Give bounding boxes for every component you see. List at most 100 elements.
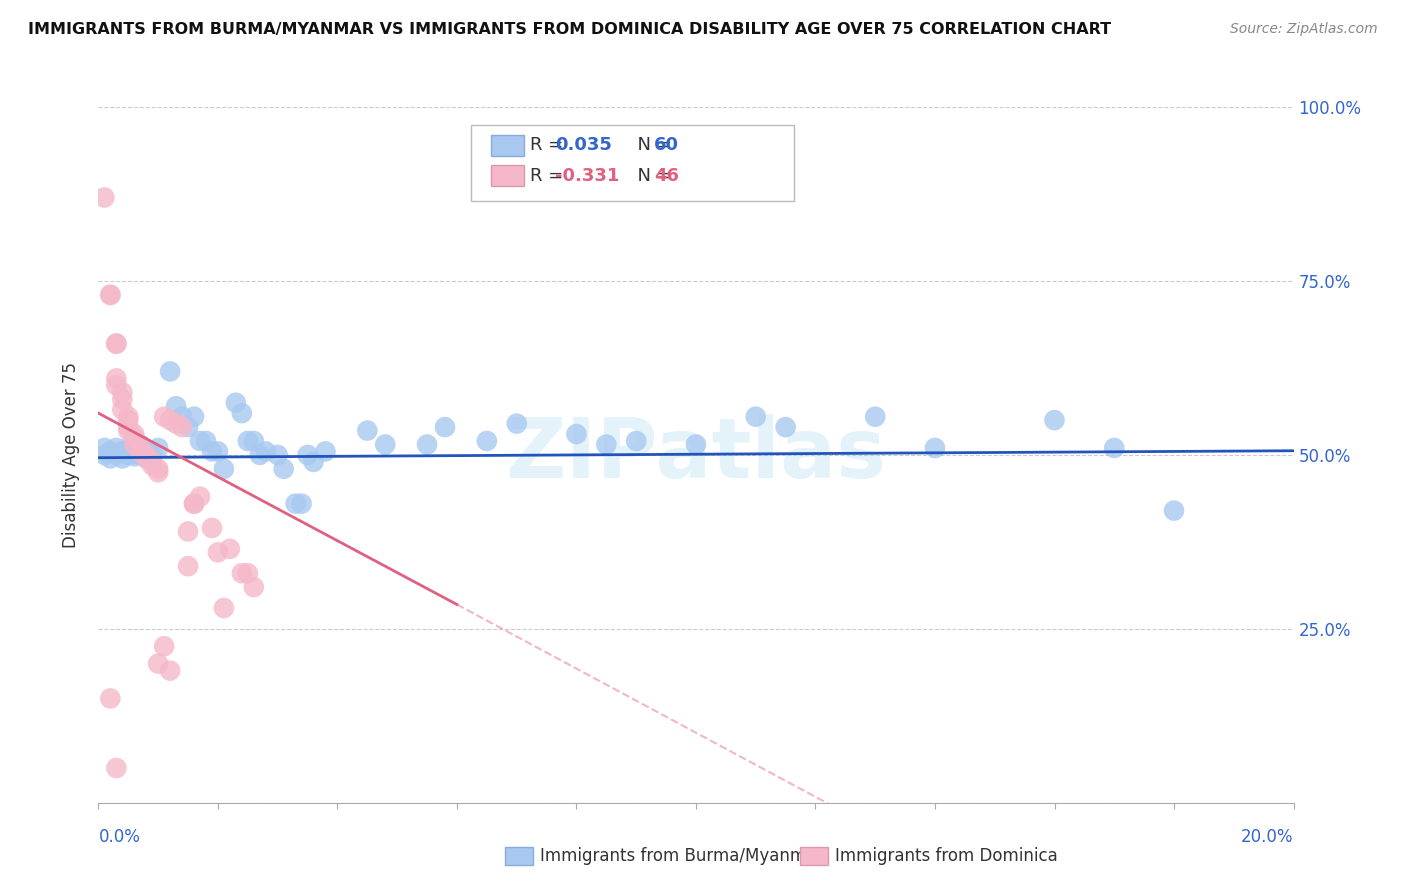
Point [434,420,457,434]
Point [105,761,128,775]
Point [105,378,128,392]
Point [231,566,253,581]
Point [124,427,146,442]
Text: 60: 60 [654,136,679,154]
Point [356,424,378,438]
Point [195,434,218,448]
Point [212,601,235,615]
Y-axis label: Disability Age Over 75: Disability Age Over 75 [62,362,80,548]
Point [105,448,128,462]
Point [1104,441,1126,455]
Point [865,409,887,424]
Point [219,541,242,556]
Point [111,402,134,417]
Text: ZIPatlas: ZIPatlas [506,415,886,495]
Point [291,497,314,511]
Point [105,336,128,351]
Point [231,406,253,420]
Point [188,434,211,448]
Point [105,441,128,455]
Point [201,444,224,458]
Point [254,444,277,458]
Text: 0.0%: 0.0% [98,828,141,846]
Point [159,664,181,678]
Point [302,455,325,469]
Text: 46: 46 [654,167,679,185]
Point [183,409,205,424]
Point [475,434,498,448]
Point [212,462,235,476]
Point [111,392,134,407]
Point [135,451,157,466]
Point [105,336,128,351]
Point [100,288,122,302]
Point [135,448,157,462]
Point [159,413,181,427]
Text: 20.0%: 20.0% [1241,828,1294,846]
Point [117,409,139,424]
Point [117,420,139,434]
Point [416,437,439,451]
Point [565,427,588,442]
Point [117,424,139,438]
Point [273,462,295,476]
Point [117,441,139,455]
Point [165,417,187,431]
Point [148,441,170,455]
Point [1163,503,1185,517]
Point [374,437,396,451]
Point [225,396,247,410]
Point [111,444,134,458]
Point [165,399,187,413]
Point [177,559,200,574]
Point [177,420,200,434]
Point [117,448,139,462]
Point [100,288,122,302]
Point [924,441,946,455]
Point [243,434,266,448]
Point [129,437,152,451]
Text: Source: ZipAtlas.com: Source: ZipAtlas.com [1230,22,1378,37]
Point [236,566,259,581]
Point [183,497,205,511]
Point [284,497,307,511]
Point [236,434,259,448]
Point [129,444,152,458]
Point [745,409,768,424]
Point [148,462,170,476]
Point [141,455,163,469]
Point [595,437,617,451]
Point [111,451,134,466]
Text: 0.035: 0.035 [555,136,612,154]
Text: -0.331: -0.331 [555,167,620,185]
Point [297,448,319,462]
Point [100,691,122,706]
Point [148,466,170,480]
Point [100,451,122,466]
Text: Immigrants from Dominica: Immigrants from Dominica [835,847,1057,865]
Text: N =: N = [626,167,678,185]
Point [141,448,163,462]
Point [159,364,181,378]
Point [207,444,229,458]
Point [172,409,194,424]
Point [124,437,146,451]
Point [506,417,529,431]
Point [243,580,266,594]
Point [111,385,134,400]
Text: R =: R = [530,136,569,154]
Point [775,420,797,434]
Point [124,431,146,445]
Point [93,190,115,204]
Point [93,448,115,462]
Point [315,444,337,458]
Point [177,524,200,539]
Point [188,490,211,504]
Point [117,413,139,427]
Point [201,521,224,535]
Point [153,639,176,653]
Point [129,448,152,462]
Point [93,441,115,455]
Point [124,446,146,460]
Point [685,437,707,451]
